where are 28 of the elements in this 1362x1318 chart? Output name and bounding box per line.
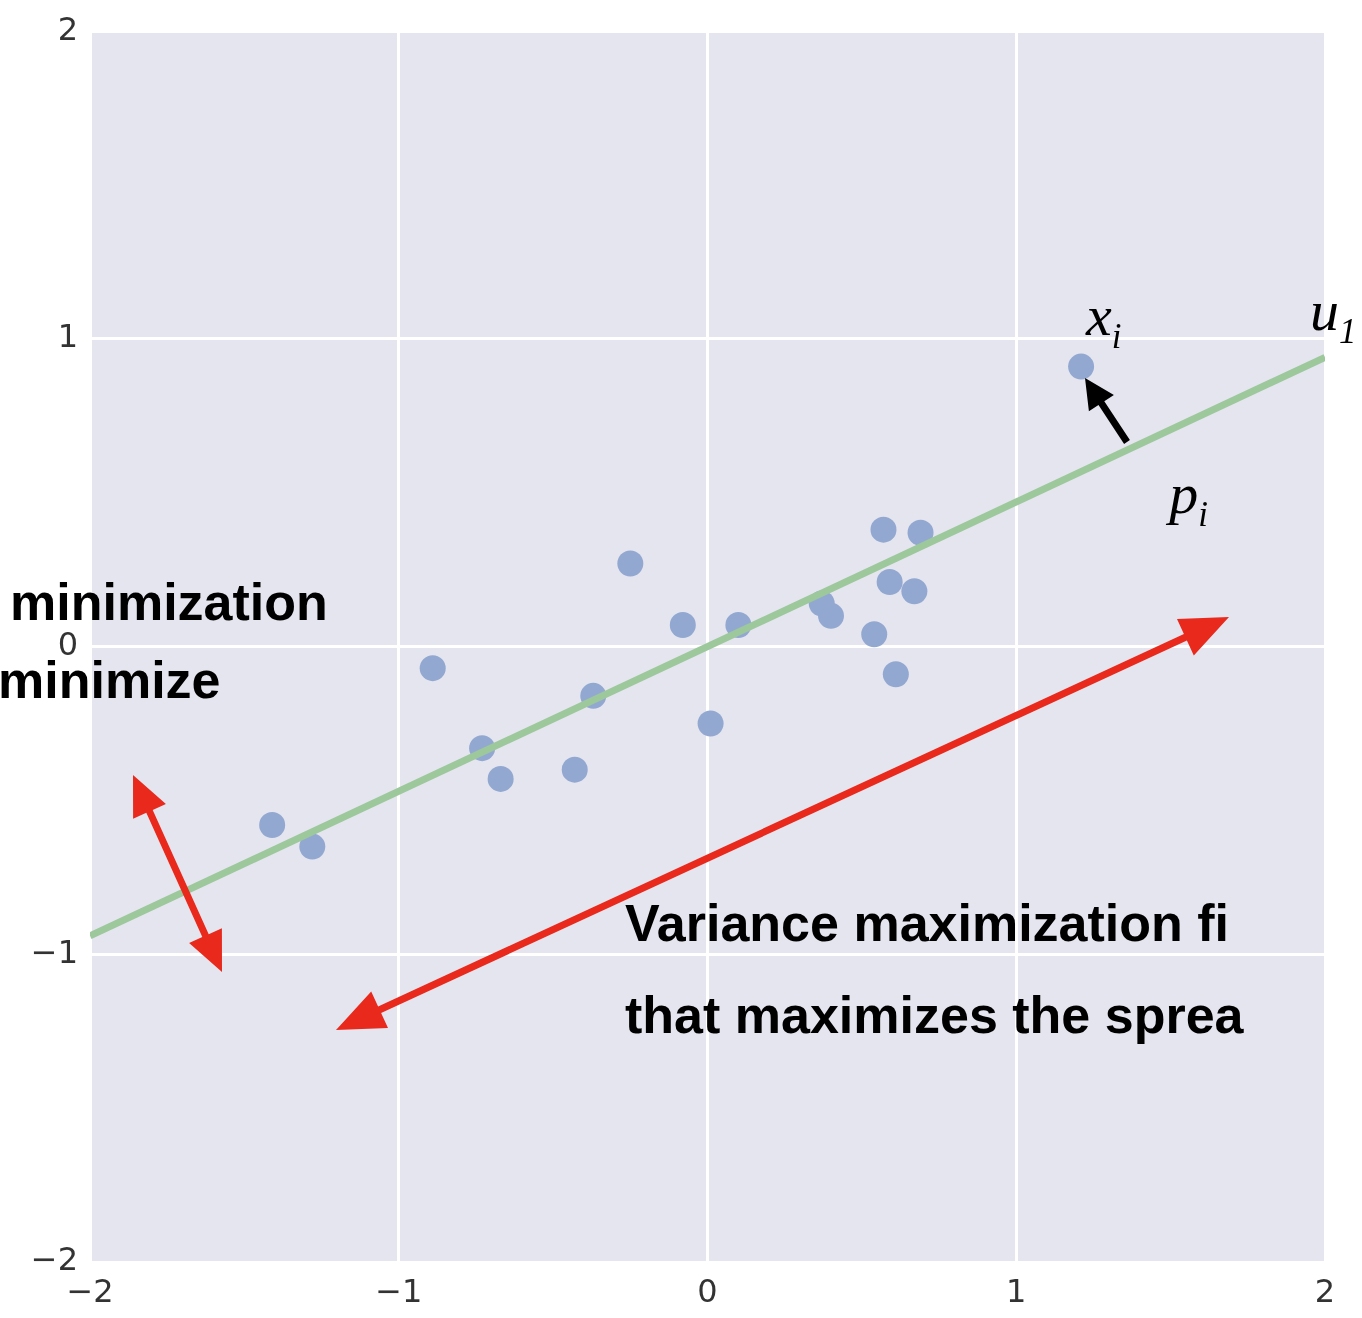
annotation: that maximizes the sprea <box>625 985 1244 1045</box>
annotation: Variance maximization fi <box>625 893 1230 953</box>
point <box>818 602 844 629</box>
annotation: x$_{i}$ <box>1086 281 1122 357</box>
point <box>299 833 326 860</box>
point <box>876 568 903 595</box>
point <box>617 550 644 577</box>
annotation: u$_{1}$ <box>1310 277 1357 352</box>
point <box>870 516 897 543</box>
point <box>861 621 888 648</box>
x-tick-label: −1 <box>375 1271 423 1310</box>
point <box>901 578 928 605</box>
x-tick-label: 0 <box>697 1271 718 1310</box>
x-tick-label: 1 <box>1006 1271 1027 1310</box>
point <box>1068 353 1095 380</box>
y-tick-label: 1 <box>57 317 78 356</box>
point <box>259 812 286 839</box>
y-tick-label: 2 <box>57 9 78 48</box>
point <box>561 756 588 783</box>
y-tick-label: −1 <box>30 932 78 971</box>
point <box>419 655 446 682</box>
point <box>487 765 514 792</box>
point <box>697 710 724 737</box>
point <box>669 612 696 639</box>
point <box>882 661 909 688</box>
y-tick-label: −2 <box>30 1240 78 1279</box>
annotation: minimization <box>10 572 328 632</box>
x-tick-label: 2 <box>1314 1271 1336 1310</box>
